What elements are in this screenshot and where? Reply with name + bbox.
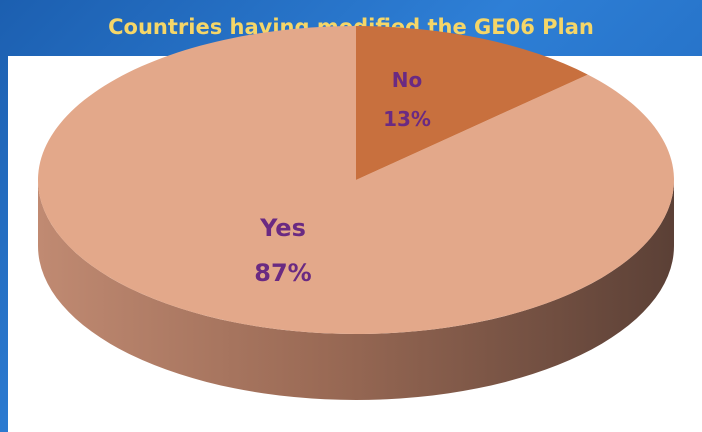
slice-label-no: No <box>392 68 422 92</box>
slice-percent-no: 13% <box>383 107 431 131</box>
slice-label-yes: Yes <box>259 214 306 242</box>
pie-side-wall <box>38 180 674 400</box>
slice-percent-yes: 87% <box>254 259 311 287</box>
pie-slice-no <box>356 26 588 180</box>
